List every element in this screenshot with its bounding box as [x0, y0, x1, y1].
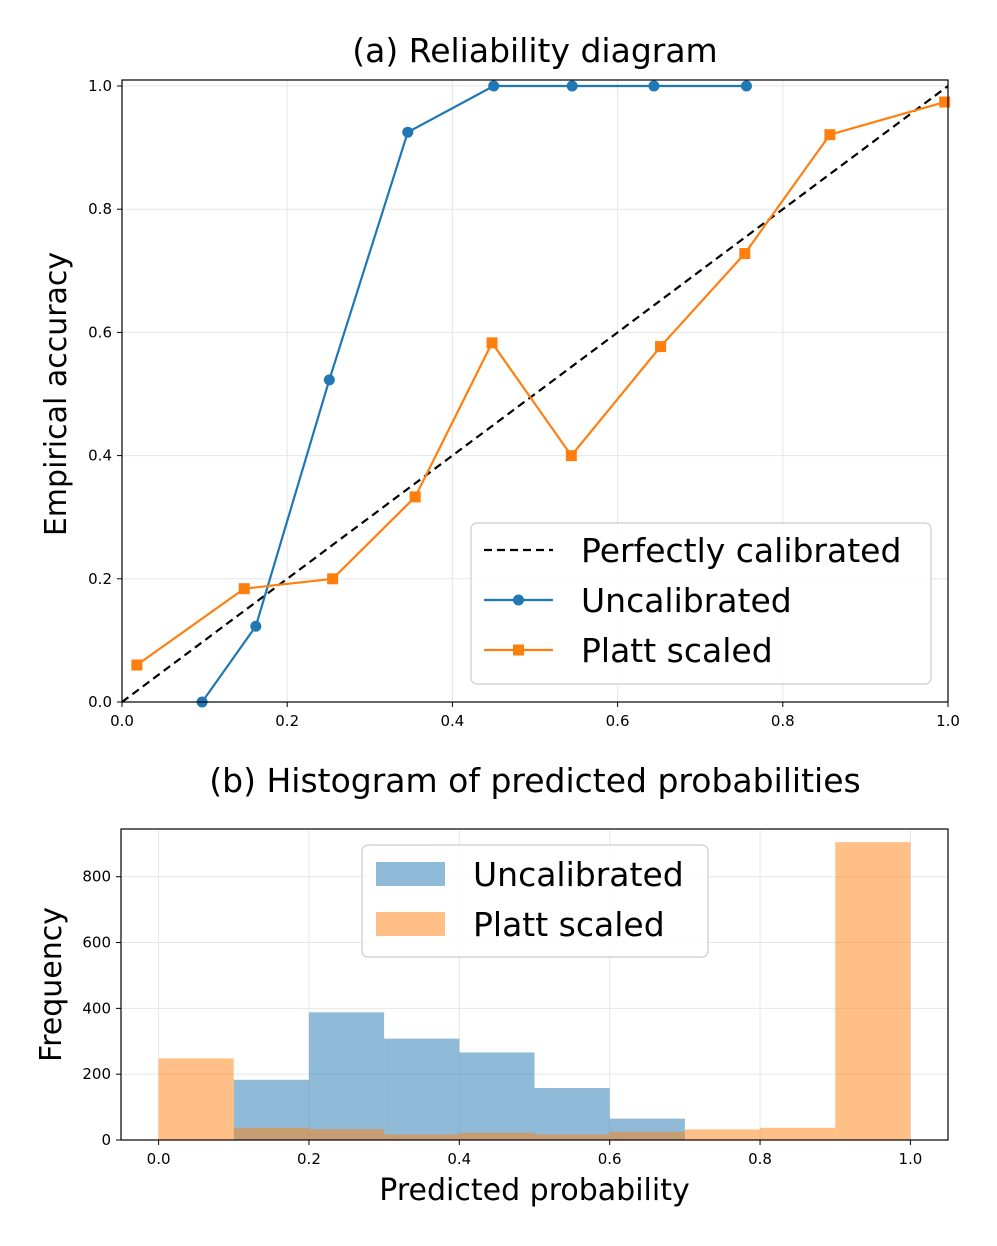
legend-entry-uncalibrated: Uncalibrated — [484, 581, 792, 620]
platt-scaled-line — [136, 100, 945, 666]
platt-scaled-bar — [233, 1127, 309, 1140]
reliability-y-axis-label: Empirical accuracy — [39, 252, 74, 536]
x-tick-label: 0.2 — [275, 712, 299, 730]
y-tick-label: 0.6 — [88, 323, 112, 341]
y-tick-label: 600 — [82, 934, 111, 952]
uncalibrated-point — [566, 80, 578, 92]
platt-scaled-bar — [384, 1134, 460, 1140]
reliability-ticks: 0.0 0.2 0.4 0.6 0.8 1.0 0.0 0.2 0.4 0.6 0.8 1.0 — [88, 77, 960, 730]
y-tick-label: 0.8 — [88, 200, 112, 218]
platt-scaled-bar — [459, 1132, 535, 1140]
legend-marker — [513, 644, 524, 656]
uncalibrated-point — [488, 80, 500, 92]
uncalibrated-bar — [384, 1038, 460, 1140]
histogram-panel: (b) Histogram of predicted probabilities… — [34, 761, 949, 1208]
x-tick-label: 0.6 — [606, 712, 630, 730]
platt-scaled-point — [486, 337, 498, 349]
platt-scaled-point — [655, 341, 667, 353]
y-tick-label: 1.0 — [88, 77, 112, 95]
x-tick-label: 0.8 — [748, 1150, 772, 1168]
platt-scaled-bar — [835, 842, 911, 1140]
series-perfectly-calibrated — [121, 85, 949, 703]
platt-scaled-point — [565, 450, 577, 462]
reliability-plot-frame — [121, 79, 949, 703]
histogram-plot-frame — [120, 828, 949, 1141]
legend-label: Perfectly calibrated — [581, 531, 901, 570]
platt-scaled-point — [939, 96, 951, 108]
legend-entry-platt-scaled: Platt scaled — [484, 631, 773, 670]
series-platt-scaled — [131, 96, 951, 671]
legend-entry-perfectly-calibrated: Perfectly calibrated — [484, 531, 901, 570]
x-tick-label: 0.0 — [147, 1150, 171, 1168]
platt-scaled-point — [238, 583, 250, 595]
reliability-diagram-panel: (a) Reliability diagram 0.0 0.2 0.4 0.6 0.8 1… — [39, 31, 960, 730]
legend-swatch — [376, 912, 445, 936]
x-tick-label: 1.0 — [898, 1150, 922, 1168]
y-tick-label: 0.0 — [88, 693, 112, 711]
legend-label: Platt scaled — [581, 631, 773, 670]
uncalibrated-point — [648, 80, 660, 92]
y-tick-label: 200 — [82, 1065, 111, 1083]
y-tick-label: 800 — [82, 868, 111, 886]
uncalibrated-bar — [534, 1088, 610, 1140]
x-tick-label: 1.0 — [936, 712, 960, 730]
x-tick-label: 0.8 — [771, 712, 795, 730]
histogram-bars — [158, 842, 911, 1140]
uncalibrated-point — [740, 80, 752, 92]
legend-label: Platt scaled — [473, 905, 665, 944]
reliability-series — [121, 80, 951, 708]
histogram-ticks: 0.0 0.2 0.4 0.6 0.8 1.0 0 200 400 600 800 — [82, 868, 922, 1168]
legend-entry-platt-scaled: Platt scaled — [376, 905, 665, 944]
platt-scaled-point — [131, 659, 143, 671]
platt-scaled-point — [739, 248, 751, 260]
x-tick-label: 0.0 — [110, 712, 134, 730]
legend-label: Uncalibrated — [473, 855, 684, 894]
uncalibrated-point — [250, 620, 262, 632]
perfectly-calibrated-line — [121, 85, 949, 703]
legend-marker — [513, 594, 524, 606]
platt-scaled-bar — [609, 1131, 685, 1140]
histogram-legend: Uncalibrated Platt scaled — [361, 844, 709, 958]
x-tick-label: 0.6 — [598, 1150, 622, 1168]
legend-box — [470, 522, 932, 685]
x-tick-label: 0.4 — [447, 1150, 471, 1168]
platt-scaled-point — [327, 573, 339, 585]
histogram-title: (b) Histogram of predicted probabilities — [209, 761, 860, 800]
legend-label: Uncalibrated — [581, 581, 792, 620]
y-tick-label: 0 — [101, 1131, 111, 1149]
y-tick-label: 400 — [82, 999, 111, 1017]
reliability-diagram-title: (a) Reliability diagram — [352, 31, 717, 70]
series-platt-scaled — [158, 842, 911, 1140]
platt-scaled-bar — [684, 1129, 761, 1140]
histogram-x-axis-label: Predicted probability — [379, 1173, 689, 1208]
platt-scaled-bar — [534, 1134, 610, 1140]
uncalibrated-bar — [459, 1052, 535, 1140]
platt-scaled-point — [824, 129, 836, 141]
y-tick-label: 0.4 — [88, 447, 112, 465]
histogram-y-axis-label: Frequency — [34, 907, 69, 1062]
legend-swatch — [376, 862, 445, 886]
legend-box — [361, 844, 709, 958]
platt-scaled-bar — [158, 1058, 234, 1140]
platt-scaled-point — [409, 491, 421, 503]
uncalibrated-point — [323, 374, 335, 386]
uncalibrated-point — [402, 126, 414, 138]
x-tick-label: 0.4 — [440, 712, 464, 730]
y-tick-label: 0.2 — [88, 570, 112, 588]
platt-scaled-bar — [308, 1129, 385, 1140]
platt-scaled-bar — [760, 1127, 836, 1140]
x-tick-label: 0.2 — [297, 1150, 321, 1168]
reliability-legend: Perfectly calibrated Uncalibrated Platt sc… — [470, 522, 932, 685]
legend-entry-uncalibrated: Uncalibrated — [376, 855, 684, 894]
uncalibrated-bar — [308, 1012, 385, 1140]
